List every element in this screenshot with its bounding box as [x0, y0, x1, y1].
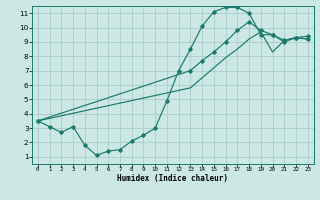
X-axis label: Humidex (Indice chaleur): Humidex (Indice chaleur) [117, 174, 228, 183]
